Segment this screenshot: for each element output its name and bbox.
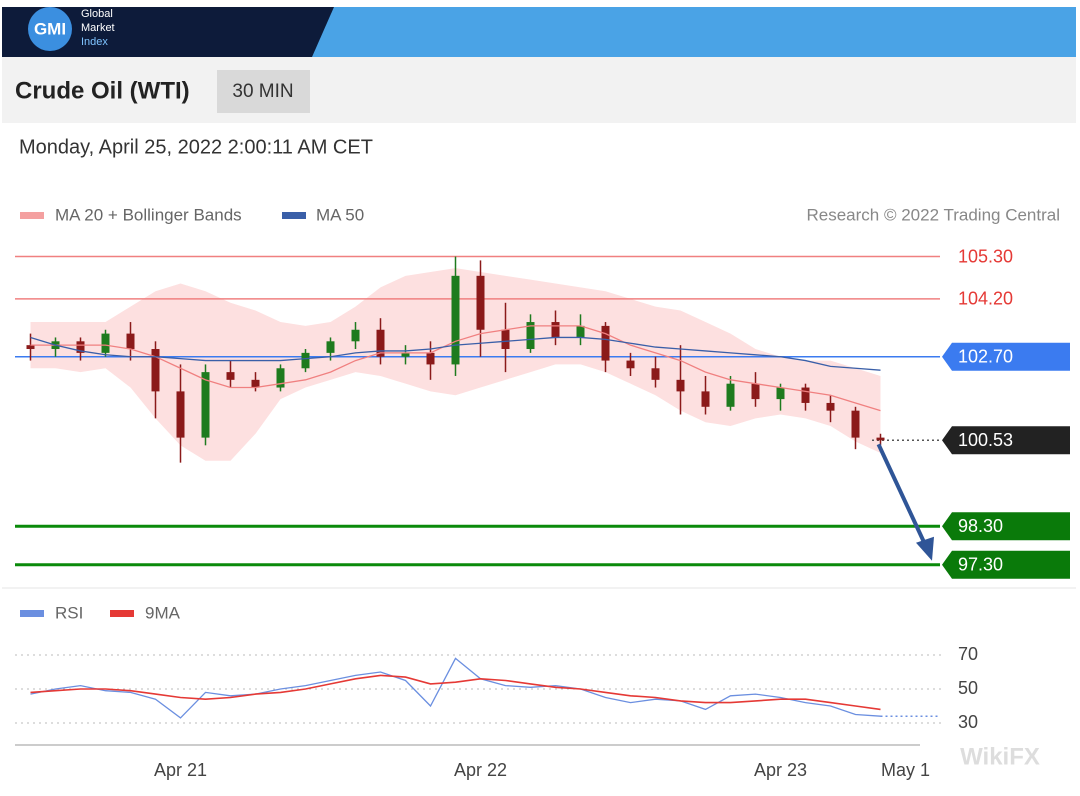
x-tick-label: Apr 21 [154, 760, 207, 780]
legend-swatch [20, 212, 44, 219]
level-label: 98.30 [958, 516, 1003, 536]
candle-body [601, 325, 610, 361]
rsi-line [30, 674, 881, 711]
projection-arrow-head [916, 536, 934, 561]
candle-body [201, 372, 210, 438]
timeframe[interactable]: 30 MIN [232, 81, 293, 102]
x-tick-label: May 1 [881, 760, 930, 780]
candle-body [626, 360, 635, 369]
candle-body [251, 379, 260, 388]
note: Research © 2022 Trading Central [807, 205, 1061, 224]
candle-body [76, 341, 85, 353]
candle-body [376, 329, 385, 357]
rsi-line [30, 657, 881, 719]
level-label: 100.53 [958, 430, 1013, 450]
candle-body [126, 333, 135, 350]
candle-body [426, 352, 435, 365]
x-tick-label: Apr 22 [454, 760, 507, 780]
logo-circle [28, 7, 72, 51]
candle-body [326, 341, 335, 353]
level-label: 105.30 [958, 246, 1013, 266]
candle-body [776, 387, 785, 400]
level-label: 104.20 [958, 289, 1013, 309]
brand: Index [81, 36, 108, 48]
legend-swatch [20, 610, 44, 617]
ma-line [30, 336, 881, 371]
level-box [942, 342, 1070, 371]
level-label: 102.70 [958, 346, 1013, 366]
plot: 105.30 104.20 102.70 100.53 98.30 97.30 30 50 70… [15, 246, 1070, 780]
candle-body [751, 383, 760, 400]
brand: Global [81, 8, 113, 20]
y-tick-label: 50 [958, 678, 978, 698]
timeframe-box[interactable] [217, 70, 310, 113]
candle-body [276, 368, 285, 388]
title: Crude Oil (WTI) [15, 77, 190, 104]
level-box [942, 550, 1070, 579]
candle-body [26, 345, 35, 350]
legend-label: RSI [55, 603, 83, 622]
level-box [942, 426, 1070, 455]
level-box [942, 512, 1070, 541]
candle-body [726, 383, 735, 407]
watermark: WikiFX [960, 743, 1040, 770]
candle-body [526, 322, 535, 350]
y-tick-label: 30 [958, 712, 978, 732]
legend-swatch [282, 212, 306, 219]
candle-body [101, 333, 110, 353]
candle-body [476, 275, 485, 330]
candle-body [551, 322, 560, 338]
logo: GMI [34, 19, 66, 38]
candle-body [451, 275, 460, 365]
level-label: 97.30 [958, 554, 1003, 574]
candle-body [851, 410, 860, 438]
candle-body [151, 349, 160, 392]
candle-body [401, 352, 410, 357]
candle-body [801, 387, 810, 403]
candle-body [301, 352, 310, 369]
candle-body [676, 379, 685, 392]
candle-body [351, 329, 360, 342]
banner-dark [2, 7, 334, 57]
candle-body [501, 329, 510, 350]
candle-body [576, 325, 585, 338]
candle-body [826, 402, 835, 411]
brand: Market [81, 22, 115, 34]
legend-label: MA 50 [316, 205, 364, 224]
candle-body [876, 437, 885, 441]
x-tick-label: Apr 23 [754, 760, 807, 780]
projection-arrow [876, 443, 930, 552]
ma-line [30, 325, 881, 412]
legend-label: 9MA [145, 603, 181, 622]
legend-swatch [110, 610, 134, 617]
candle-body [176, 391, 185, 438]
timestamp: Monday, April 25, 2022 2:00:11 AM CET [19, 136, 373, 158]
candle-body [701, 391, 710, 407]
y-tick-label: 70 [958, 644, 978, 664]
candle-body [226, 372, 235, 380]
title-bar [2, 57, 1076, 123]
candle-body [651, 368, 660, 380]
legend-label: MA 20 + Bollinger Bands [55, 205, 242, 224]
